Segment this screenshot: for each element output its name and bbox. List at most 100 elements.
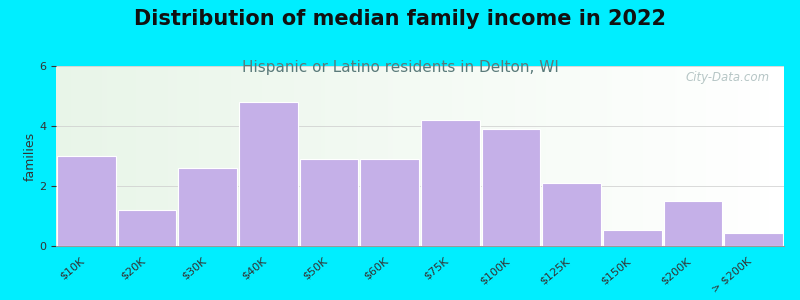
Bar [469,66,471,246]
Bar [78,66,80,246]
Bar [488,66,490,246]
Bar [284,66,286,246]
Bar [386,66,389,246]
Bar [439,66,442,246]
Bar [345,66,347,246]
Bar [374,66,376,246]
Bar [451,66,454,246]
Bar [321,66,323,246]
Bar [459,66,462,246]
Bar [551,66,554,246]
Bar [58,66,61,246]
Bar [182,66,185,246]
Bar [634,66,636,246]
Bar [582,66,585,246]
Bar [471,66,474,246]
Bar [70,66,73,246]
Bar [359,66,362,246]
Bar [648,66,650,246]
Bar [735,66,738,246]
Bar [495,66,498,246]
Bar [243,66,246,246]
Bar [347,66,350,246]
Bar [260,66,262,246]
Bar [544,66,546,246]
Bar [66,66,68,246]
Bar [454,66,456,246]
Bar [607,66,610,246]
Bar [728,66,730,246]
Bar [226,66,228,246]
Bar [413,66,415,246]
Bar [690,66,692,246]
Bar [570,66,573,246]
Bar [747,66,750,246]
Bar [369,66,371,246]
Bar [575,66,578,246]
Bar [80,66,82,246]
Bar [391,66,394,246]
Bar [643,66,646,246]
Bar [670,66,672,246]
Bar [410,66,413,246]
Bar [631,66,634,246]
Bar [646,66,648,246]
Bar [362,66,364,246]
Bar [175,66,178,246]
Bar [100,66,102,246]
Bar [357,66,359,246]
Bar [434,66,437,246]
Bar [95,66,98,246]
Bar [299,159,358,246]
Bar [687,66,690,246]
Bar [296,66,298,246]
Bar [235,66,238,246]
Bar [366,66,369,246]
Bar [750,66,753,246]
Bar [239,102,298,246]
Bar [57,156,116,246]
Bar [160,66,162,246]
Bar [554,66,556,246]
Bar [56,66,58,246]
Bar [427,66,430,246]
Bar [692,66,694,246]
Bar [626,66,629,246]
Bar [650,66,653,246]
Bar [350,66,352,246]
Bar [298,66,301,246]
Bar [241,66,243,246]
Bar [449,66,451,246]
Bar [272,66,274,246]
Bar [603,230,662,246]
Bar [578,66,580,246]
Bar [85,66,87,246]
Bar [306,66,308,246]
Bar [141,66,143,246]
Bar [105,66,107,246]
Bar [338,66,340,246]
Bar [230,66,233,246]
Bar [308,66,310,246]
Bar [605,66,607,246]
Bar [510,66,512,246]
Bar [194,66,197,246]
Bar [396,66,398,246]
Bar [248,66,250,246]
Bar [301,66,303,246]
Bar [267,66,270,246]
Bar [185,66,187,246]
Bar [597,66,599,246]
Bar [714,66,716,246]
Bar [131,66,134,246]
Bar [507,66,510,246]
Bar [93,66,95,246]
Bar [398,66,401,246]
Bar [517,66,519,246]
Bar [294,66,296,246]
Bar [482,129,541,246]
Bar [610,66,612,246]
Bar [199,66,202,246]
Bar [110,66,112,246]
Bar [87,66,90,246]
